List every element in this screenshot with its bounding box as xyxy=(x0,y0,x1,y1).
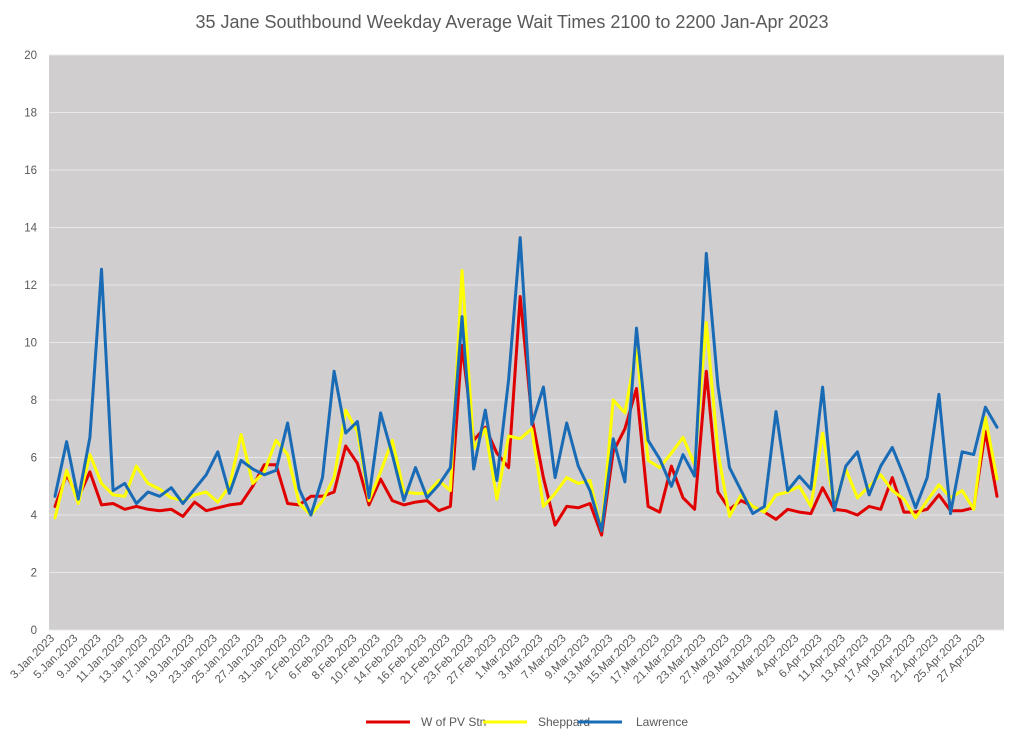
chart-title: 35 Jane Southbound Weekday Average Wait … xyxy=(195,12,828,32)
y-tick-label: 4 xyxy=(31,510,38,522)
series-line-w-of-pv-stn xyxy=(53,295,999,537)
legend-label: W of PV Stn xyxy=(421,715,486,729)
legend: W of PV Stn Sheppard Lawrence xyxy=(366,715,688,729)
y-tick-label: 20 xyxy=(24,50,37,62)
y-tick-label: 8 xyxy=(31,395,37,407)
y-tick-label: 16 xyxy=(24,165,37,177)
y-tick-label: 6 xyxy=(31,453,37,465)
y-axis-ticks: 0 2 4 6 8 10 12 14 16 18 20 xyxy=(24,50,37,637)
series-lines xyxy=(53,236,999,537)
y-tick-label: 14 xyxy=(24,223,37,235)
y-tick-label: 18 xyxy=(24,108,37,120)
y-tick-label: 12 xyxy=(24,280,37,292)
x-axis-ticks: 3.Jan.20235.Jan.20239.Jan.202311.Jan.202… xyxy=(8,633,987,687)
series-line-lawrence xyxy=(53,236,999,533)
legend-label: Lawrence xyxy=(636,715,688,729)
y-tick-label: 2 xyxy=(31,568,37,580)
y-tick-label: 0 xyxy=(31,625,37,637)
legend-label: Sheppard xyxy=(538,715,590,729)
y-tick-label: 10 xyxy=(24,338,37,350)
gridlines xyxy=(49,54,1004,631)
